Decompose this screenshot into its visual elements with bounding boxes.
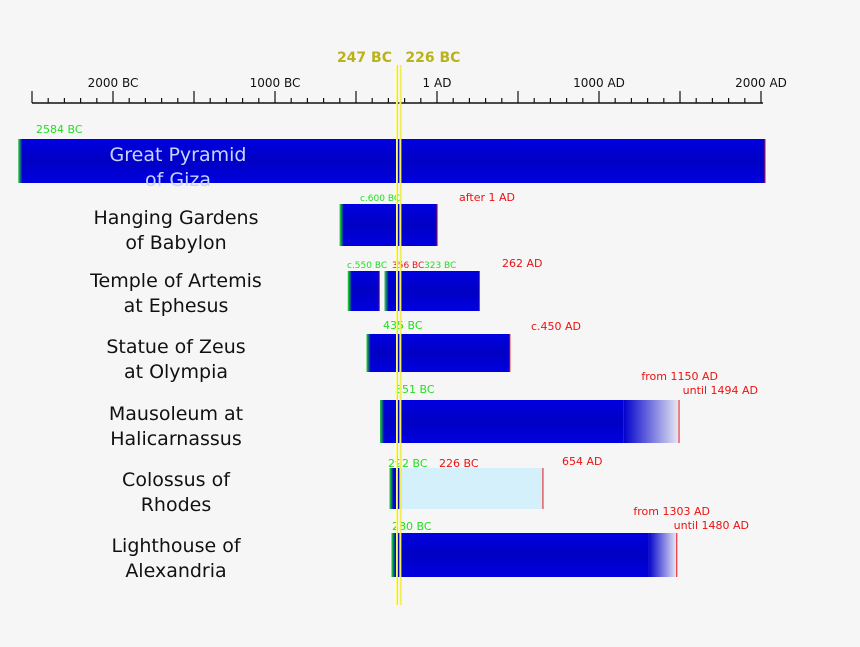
wonder-row: Statue of Zeus at Olympia [106, 334, 511, 383]
wonder-name: Statue of Zeus [106, 336, 245, 358]
wonder-name: Halicarnassus [110, 428, 241, 450]
end-date-label: 262 AD [502, 257, 543, 270]
wonder-bar-fade [648, 533, 677, 577]
start-edge [391, 533, 396, 577]
wonder-bar [18, 139, 766, 183]
wonder-name: of Giza [145, 169, 211, 191]
start-date-label: 323 BC [424, 261, 456, 271]
wonder-name: at Ephesus [124, 295, 229, 317]
wonder-name: Rhodes [141, 494, 212, 516]
start-date-label: 292 BC [388, 457, 428, 470]
end-date-label: c.450 AD [531, 320, 581, 333]
time-axis: 2000 BC 1000 BC 1 AD 1000 AD 2000 AD [31, 76, 787, 104]
wonder-bar [389, 468, 401, 509]
start-date-label: 2584 BC [36, 123, 83, 136]
start-edge [380, 400, 385, 443]
axis-tick-label: 2000 BC [88, 76, 139, 90]
end-date-label: from 1150 AD [641, 370, 718, 383]
wonder-bar [391, 533, 649, 577]
wonder-name: Hanging Gardens [94, 207, 259, 229]
start-edge [347, 271, 352, 311]
start-edge [366, 334, 371, 372]
ruin-segment [400, 468, 543, 509]
start-date-label: c.550 BC [347, 261, 387, 271]
wonder-bars: Great Pyramid of Giza Hanging Gardens of Ba… [18, 123, 766, 582]
wonder-name: Great Pyramid [110, 144, 247, 166]
wonder-bar [366, 334, 510, 372]
axis-tick-label: 1000 AD [573, 76, 625, 90]
start-date-label: c.600 BC [360, 194, 400, 204]
end-date-label: until 1494 AD [683, 384, 758, 397]
wonder-name: Lighthouse of [111, 535, 241, 557]
end-date-label: from 1303 AD [633, 505, 710, 518]
wonder-name: Alexandria [125, 560, 226, 582]
end-date-label: 356 BC [392, 261, 424, 271]
wonder-name: Colossus of [122, 469, 231, 491]
start-date-label: 351 BC [395, 383, 435, 396]
marker-label: 247 BC [337, 50, 392, 66]
start-edge [339, 204, 344, 246]
wonder-name: of Babylon [125, 232, 226, 254]
axis-tick-label: 2000 AD [735, 76, 787, 90]
wonder-row: Mausoleum at Halicarnassus [109, 400, 680, 450]
wonder-bar [339, 204, 438, 246]
wonder-row: Lighthouse of Alexandria [111, 533, 678, 582]
wonder-name: Temple of Artemis [89, 270, 262, 292]
end-date-label: 226 BC [439, 457, 479, 470]
start-edge [18, 139, 23, 183]
wonder-name: at Olympia [124, 361, 228, 383]
year-markers: 247 BC 226 BC [337, 50, 460, 605]
start-edge [389, 468, 394, 509]
marker-label: 226 BC [405, 50, 460, 66]
start-edge [384, 271, 389, 311]
wonder-bar [384, 271, 480, 311]
wonder-row: Hanging Gardens of Babylon [94, 204, 438, 254]
start-date-label: 280 BC [392, 520, 432, 533]
wonder-row: Colossus of Rhodes [122, 468, 544, 516]
end-date-label: until 1480 AD [674, 519, 749, 532]
start-date-label: 435 BC [383, 319, 423, 332]
wonder-row: Temple of Artemis at Ephesus [89, 270, 480, 317]
end-date-label: 654 AD [562, 455, 603, 468]
axis-tick-label: 1000 BC [250, 76, 301, 90]
wonder-bar-fade [623, 400, 680, 443]
wonder-bar [347, 271, 380, 311]
wonder-name: Mausoleum at [109, 403, 243, 425]
wonder-row: Great Pyramid of Giza [18, 139, 766, 191]
end-date-label: after 1 AD [459, 191, 515, 204]
wonder-bar [380, 400, 624, 443]
axis-tick-label: 1 AD [423, 76, 452, 90]
